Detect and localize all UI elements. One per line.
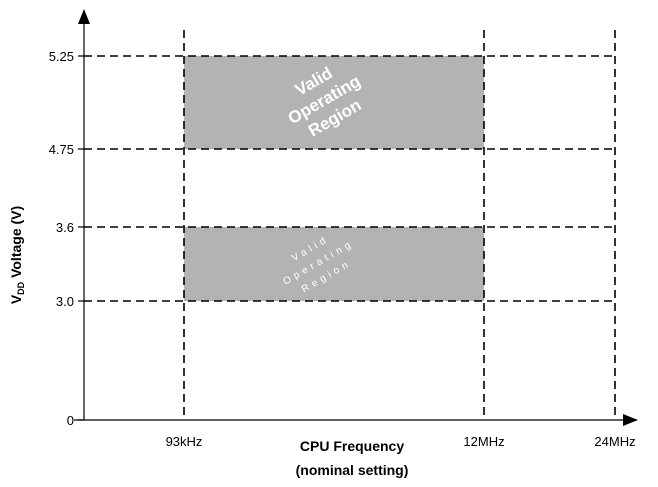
x-tick-label-24MHz: 24MHz — [594, 434, 635, 449]
valid-region-2 — [184, 227, 484, 301]
x-axis-title-line2: (nominal setting) — [296, 462, 409, 478]
x-tick-label-93kHz: 93kHz — [166, 434, 203, 449]
valid-region-1 — [184, 56, 484, 149]
x-axis-arrow — [623, 414, 638, 426]
x-axis-title-line1: CPU Frequency — [300, 438, 404, 454]
tick-labels: 0 3.0 3.6 4.75 5.25 93kHz 12MHz 24MHz — [49, 49, 636, 449]
y-axis-arrow — [78, 9, 90, 24]
y-axis-title-rest: Voltage (V) — [8, 206, 24, 282]
grid-lines — [84, 30, 616, 420]
y-axis-title-main: V — [8, 294, 24, 304]
y-tick-label-3.0: 3.0 — [56, 294, 74, 309]
x-tick-label-12MHz: 12MHz — [463, 434, 504, 449]
y-tick-label-3.6: 3.6 — [56, 220, 74, 235]
y-axis-title: VDD Voltage (V) — [8, 206, 26, 304]
y-tick-label-4.75: 4.75 — [49, 142, 74, 157]
y-axis-title-subscript: DD — [16, 281, 26, 294]
y-tick-label-5.25: 5.25 — [49, 49, 74, 64]
valid-operating-regions — [184, 56, 484, 301]
axes — [74, 9, 638, 426]
y-tick-label-0: 0 — [67, 413, 74, 428]
